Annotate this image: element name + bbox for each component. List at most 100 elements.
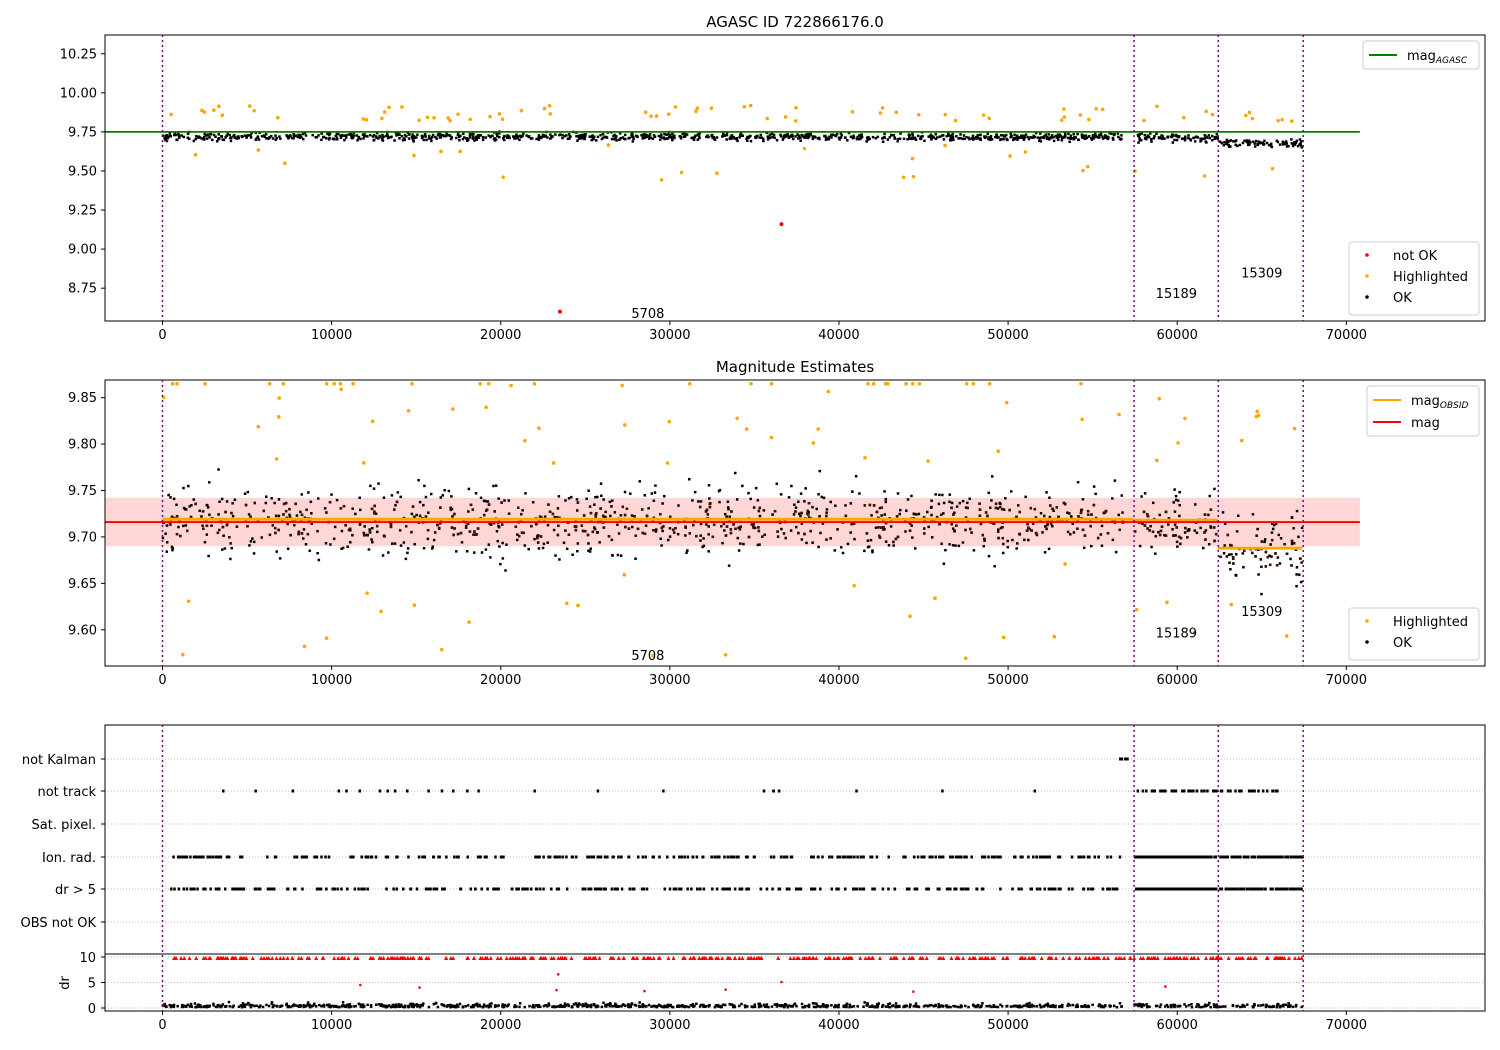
ok-point: [393, 508, 396, 511]
ok-point: [882, 526, 885, 529]
ok-point: [938, 522, 941, 526]
ok-point: [659, 512, 662, 516]
ok-point: [1194, 503, 1197, 506]
dr-point: [1287, 1001, 1290, 1005]
dr-point: [490, 1002, 493, 1005]
flag-point: [723, 855, 726, 859]
flag-point: [222, 789, 225, 793]
ok-point: [177, 525, 180, 529]
ok-point: [660, 133, 663, 136]
ok-point: [979, 137, 982, 140]
dr-point: [259, 1004, 262, 1007]
ok-point: [552, 528, 556, 532]
dr-point: [753, 1003, 756, 1006]
ok-point: [309, 500, 313, 504]
ok-point: [1257, 548, 1260, 552]
ok-point: [1179, 542, 1182, 546]
ok-point: [593, 526, 596, 529]
dr-point: [800, 1002, 804, 1006]
ok-point: [1148, 529, 1151, 532]
ok-point: [1231, 556, 1235, 559]
y-tick-label: 9.75: [68, 125, 97, 140]
ok-point: [807, 501, 811, 505]
ok-point: [374, 135, 378, 138]
ok-point: [617, 532, 621, 535]
dr-point: [416, 1004, 419, 1008]
flag-point: [204, 887, 207, 891]
flag-point: [538, 887, 542, 891]
ok-point: [443, 134, 446, 138]
ok-point: [561, 133, 564, 137]
ok-point: [964, 506, 968, 509]
ok-point: [767, 135, 770, 138]
ok-point: [952, 513, 955, 516]
flag-point: [360, 887, 363, 891]
flag-point: [1234, 887, 1237, 891]
ok-point: [365, 134, 368, 138]
ok-point: [1098, 133, 1101, 137]
flag-point: [1203, 789, 1206, 793]
flag-point: [870, 855, 874, 859]
dr-point: [531, 1003, 535, 1007]
flag-point: [1169, 855, 1173, 859]
ok-point: [959, 133, 962, 136]
dr-point: [812, 1005, 816, 1009]
ok-point: [225, 500, 229, 503]
ok-point: [216, 531, 220, 535]
ok-point: [556, 507, 560, 510]
flag-point: [386, 789, 389, 793]
ok-point: [165, 139, 169, 143]
ok-point: [836, 528, 839, 531]
ok-point: [930, 499, 933, 502]
ok-point: [1119, 138, 1122, 141]
ok-point: [589, 511, 593, 515]
highlighted-point: [1059, 118, 1064, 122]
ok-point: [453, 512, 456, 516]
ok-point: [1256, 143, 1260, 147]
flag-point: [1159, 789, 1162, 793]
ok-point: [728, 137, 731, 141]
dr-point: [478, 1004, 482, 1008]
ok-point: [806, 134, 810, 137]
dr-point: [630, 1003, 633, 1007]
dr-point: [1198, 1005, 1201, 1009]
ok-point: [301, 537, 305, 540]
ok-point: [942, 138, 946, 141]
flag-point: [1058, 855, 1062, 859]
ok-point: [479, 496, 483, 500]
dr-point: [566, 1003, 570, 1006]
dr-point: [240, 1005, 244, 1009]
highlighted-point: [478, 381, 482, 386]
ok-point: [1270, 538, 1274, 542]
ok-point: [1069, 515, 1073, 518]
ok-point: [957, 544, 961, 548]
flag-point: [293, 887, 297, 891]
ok-point: [188, 505, 191, 508]
ok-point: [210, 524, 213, 527]
highlighted-point: [1001, 635, 1006, 640]
ok-point: [404, 557, 408, 561]
ok-point: [527, 547, 530, 551]
flag-point: [945, 887, 949, 891]
ok-point: [204, 134, 208, 137]
ok-point: [671, 528, 675, 532]
dr-point: [489, 1005, 493, 1008]
highlighted-point: [576, 603, 580, 608]
ok-point: [230, 511, 233, 515]
flag-point: [922, 855, 926, 859]
highlighted-point: [467, 620, 471, 624]
ok-point: [882, 528, 885, 531]
flag-row-label: dr > 5: [55, 883, 96, 898]
ok-point: [262, 509, 266, 513]
dr-point: [536, 1005, 540, 1009]
ok-point: [869, 538, 873, 542]
dr-point: [1087, 1005, 1091, 1008]
ok-point: [616, 523, 619, 526]
dr-point: [169, 1005, 173, 1009]
ok-point: [990, 138, 994, 141]
ok-point: [475, 138, 478, 141]
dr-point: [620, 1004, 623, 1008]
ok-point: [237, 135, 240, 138]
flag-point: [499, 855, 503, 859]
ok-point: [684, 525, 687, 528]
